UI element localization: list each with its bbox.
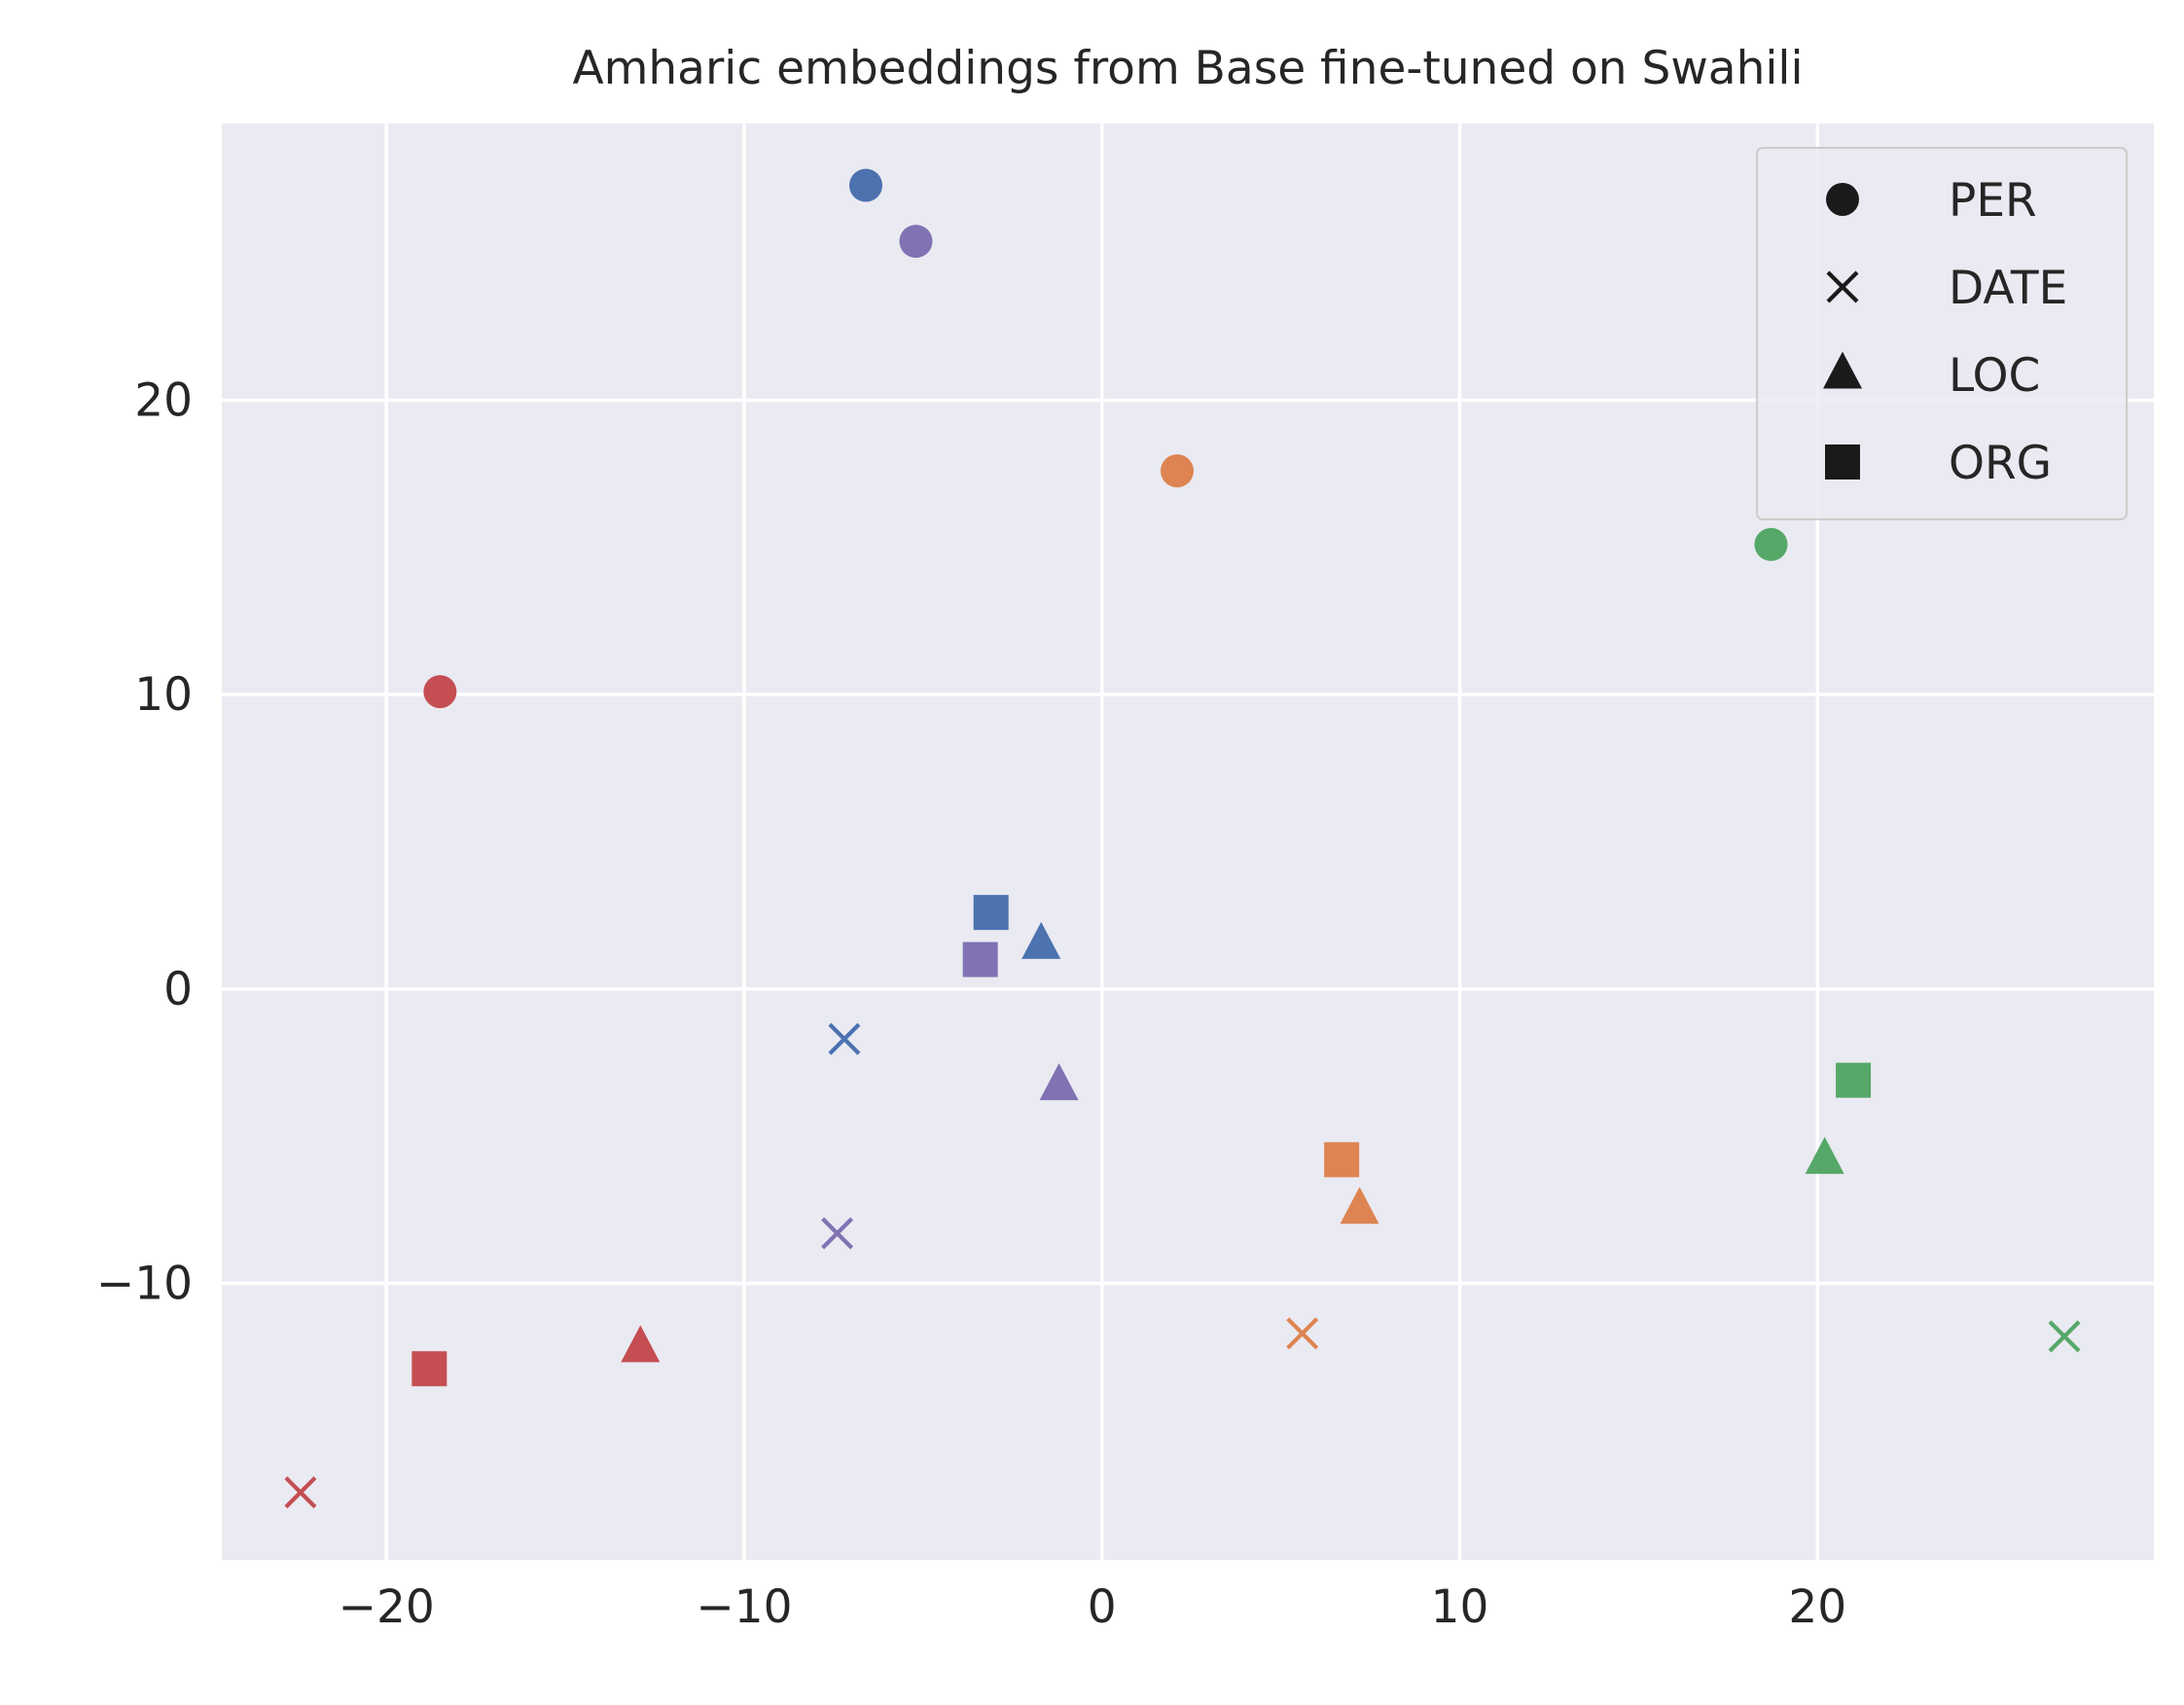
data-point-triangle — [1039, 1063, 1079, 1101]
data-point-circle — [1754, 527, 1788, 561]
legend-label: ORG — [1949, 437, 2052, 490]
legend-marker-circle — [1826, 183, 1859, 216]
y-tick-label: 0 — [163, 963, 193, 1016]
data-point-circle — [423, 675, 457, 709]
y-tick-label: 20 — [134, 374, 193, 428]
data-point-circle — [899, 225, 933, 259]
x-tick-label: 10 — [1431, 1581, 1489, 1634]
legend-label: PER — [1949, 174, 2037, 228]
data-point-x — [284, 1475, 317, 1509]
legend-marker-square — [1825, 444, 1860, 480]
x-tick-label: −10 — [696, 1581, 792, 1634]
data-points — [284, 168, 2081, 1509]
y-tick-label: 10 — [134, 668, 193, 722]
data-point-triangle — [621, 1325, 661, 1363]
data-point-circle — [1160, 454, 1194, 488]
chart-title: Amharic embeddings from Base fine-tuned … — [572, 42, 1803, 95]
data-point-square — [1324, 1142, 1360, 1178]
x-tick-label: 20 — [1788, 1581, 1846, 1634]
x-tick-label: 0 — [1088, 1581, 1117, 1634]
legend-marker-triangle — [1823, 351, 1862, 389]
data-point-triangle — [1340, 1187, 1379, 1225]
legend-label: DATE — [1949, 262, 2067, 315]
legend-label: LOC — [1949, 349, 2040, 403]
data-point-x — [828, 1022, 861, 1055]
data-point-circle — [849, 168, 882, 202]
data-point-square — [1836, 1062, 1872, 1098]
x-tick-label: −20 — [339, 1581, 435, 1634]
data-point-x — [821, 1217, 854, 1250]
data-point-square — [973, 895, 1009, 931]
tick-labels: −20 −10 0 10 20 −10 0 10 20 — [96, 374, 1846, 1634]
data-point-x — [1286, 1317, 1319, 1350]
data-point-triangle — [1021, 921, 1061, 959]
data-point-x — [2048, 1320, 2081, 1353]
y-tick-label: −10 — [96, 1257, 193, 1310]
data-point-square — [962, 941, 998, 977]
data-point-triangle — [1805, 1136, 1844, 1174]
legend: PER DATE LOC ORG — [1756, 147, 2128, 520]
legend-marker-x — [1826, 270, 1859, 303]
data-point-square — [412, 1351, 448, 1387]
legend-box — [1756, 147, 2128, 520]
